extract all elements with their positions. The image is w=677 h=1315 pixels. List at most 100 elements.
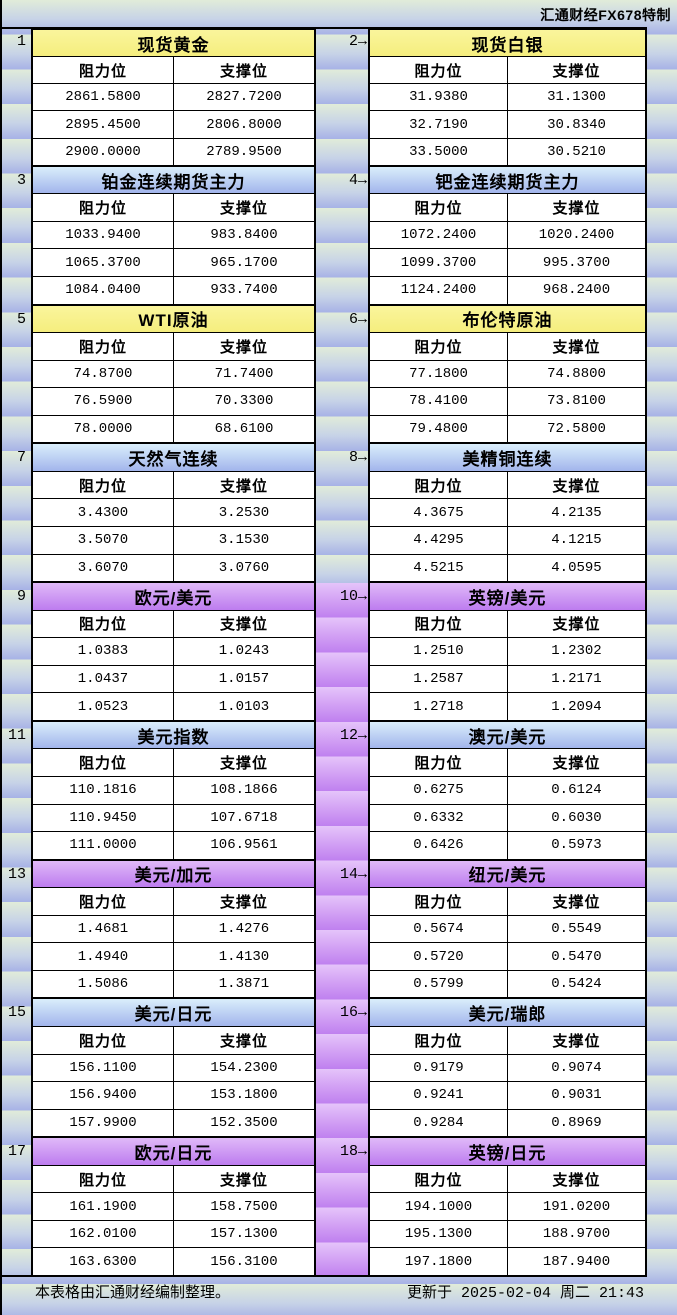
resistance-value: 4.3675 [370, 499, 507, 526]
support-value: 72.5800 [508, 415, 645, 443]
support-value: 0.5424 [508, 970, 645, 998]
panel-number-label: 1 [16, 33, 26, 50]
resistance-value: 163.6300 [33, 1248, 173, 1275]
resistance-value: 161.1900 [33, 1193, 173, 1220]
panel: 现货白银 阻力位 支撑位 31.9380 31.1300 32.7190 30.834… [368, 28, 647, 167]
support-header: 支撑位 [508, 57, 645, 84]
resistance-value: 110.9450 [33, 804, 173, 832]
resistance-header: 阻力位 [370, 1027, 507, 1054]
support-header: 支撑位 [508, 333, 645, 360]
resistance-header: 阻力位 [370, 471, 507, 499]
support-value: 68.6100 [174, 415, 314, 443]
resistance-value: 78.0000 [33, 415, 173, 443]
panel-title: 美精铜连续 [370, 444, 645, 471]
resistance-header: 阻力位 [370, 333, 507, 360]
panel-arrow-label: 8→ [348, 449, 367, 467]
panel: 欧元/日元 阻力位 支撑位 161.1900 158.7500 162.0100 15… [31, 1138, 316, 1277]
support-header: 支撑位 [174, 888, 314, 915]
support-header: 支撑位 [174, 1165, 314, 1193]
support-value: 0.6030 [508, 804, 645, 832]
resistance-value: 1.2718 [370, 693, 507, 720]
panel-arrow-label: 10→ [339, 588, 367, 606]
resistance-value: 197.1800 [370, 1248, 507, 1275]
resistance-value: 77.1800 [370, 360, 507, 388]
resistance-value: 1.2510 [370, 638, 507, 665]
support-value: 154.2300 [174, 1054, 314, 1082]
resistance-value: 0.6332 [370, 804, 507, 832]
resistance-value: 110.1816 [33, 776, 173, 804]
panel-title: 布伦特原油 [370, 305, 645, 333]
support-value: 4.1215 [508, 526, 645, 554]
resistance-value: 33.5000 [370, 138, 507, 165]
support-value: 1.2094 [508, 693, 645, 720]
resistance-header: 阻力位 [33, 1027, 173, 1054]
support-value: 0.9031 [508, 1082, 645, 1109]
panel: 美元/瑞郎 阻力位 支撑位 0.9179 0.9074 0.9241 0.9031 0.… [368, 999, 647, 1139]
resistance-value: 111.0000 [33, 832, 173, 859]
top-divider [2, 27, 647, 29]
resistance-value: 156.9400 [33, 1082, 173, 1109]
support-header: 支撑位 [174, 749, 314, 776]
panel-number-label: 13 [7, 865, 26, 883]
resistance-header: 阻力位 [33, 471, 173, 499]
support-value: 1.0157 [174, 665, 314, 693]
resistance-value: 3.4300 [33, 499, 173, 526]
resistance-header: 阻力位 [370, 57, 507, 84]
support-value: 188.9700 [508, 1220, 645, 1248]
resistance-value: 0.5674 [370, 915, 507, 943]
resistance-value: 1084.0400 [33, 276, 173, 304]
resistance-header: 阻力位 [33, 888, 173, 915]
resistance-value: 78.4100 [370, 388, 507, 415]
resistance-value: 1.2587 [370, 665, 507, 693]
support-header: 支撑位 [508, 1027, 645, 1054]
panel-number-label: 7 [16, 449, 26, 467]
panel-arrow-label: 16→ [339, 1004, 367, 1022]
support-value: 158.7500 [174, 1193, 314, 1220]
panel: 铂金连续期货主力 阻力位 支撑位 1033.9400 983.8400 1065.3… [31, 166, 316, 306]
resistance-header: 阻力位 [370, 1165, 507, 1193]
resistance-header: 阻力位 [33, 333, 173, 360]
panel-title: 欧元/日元 [33, 1138, 314, 1165]
panel-number-label: 9 [16, 588, 26, 606]
resistance-value: 2861.5800 [33, 84, 173, 111]
support-value: 1020.2400 [508, 221, 645, 249]
support-value: 191.0200 [508, 1193, 645, 1220]
support-value: 30.8340 [508, 111, 645, 138]
resistance-value: 1.4940 [33, 943, 173, 970]
resistance-value: 1124.2400 [370, 276, 507, 304]
panel: 英镑/美元 阻力位 支撑位 1.2510 1.2302 1.2587 1.2171 1.… [368, 583, 647, 722]
support-value: 4.0595 [508, 554, 645, 582]
support-value: 31.1300 [508, 84, 645, 111]
panel: 美元指数 阻力位 支撑位 110.1816 108.1866 110.9450 107… [31, 721, 316, 861]
panel: 英镑/日元 阻力位 支撑位 194.1000 191.0200 195.1300 18… [368, 1138, 647, 1277]
resistance-value: 76.5900 [33, 388, 173, 415]
app-title: 汇通财经FX678特制 [540, 7, 671, 23]
support-value: 153.1800 [174, 1082, 314, 1109]
panel: 天然气连续 阻力位 支撑位 3.4300 3.2530 3.5070 3.1530 3.… [31, 444, 316, 584]
left-black-strip [0, 0, 2, 1315]
support-value: 965.1700 [174, 249, 314, 276]
resistance-value: 157.9900 [33, 1109, 173, 1137]
support-header: 支撑位 [508, 194, 645, 221]
support-value: 3.1530 [174, 526, 314, 554]
support-value: 73.8100 [508, 388, 645, 415]
resistance-header: 阻力位 [370, 888, 507, 915]
support-value: 187.9400 [508, 1248, 645, 1275]
resistance-value: 74.8700 [33, 360, 173, 388]
support-value: 1.0103 [174, 693, 314, 720]
resistance-value: 1.0383 [33, 638, 173, 665]
support-value: 968.2400 [508, 276, 645, 304]
resistance-value: 3.5070 [33, 526, 173, 554]
resistance-header: 阻力位 [370, 194, 507, 221]
support-value: 1.0243 [174, 638, 314, 665]
support-value: 3.2530 [174, 499, 314, 526]
panel: 纽元/美元 阻力位 支撑位 0.5674 0.5549 0.5720 0.5470 0.… [368, 860, 647, 1000]
resistance-header: 阻力位 [33, 610, 173, 638]
support-value: 983.8400 [174, 221, 314, 249]
support-value: 152.3500 [174, 1109, 314, 1137]
resistance-value: 156.1100 [33, 1054, 173, 1082]
resistance-header: 阻力位 [370, 610, 507, 638]
panel-title: 现货黄金 [33, 30, 314, 57]
panel: 欧元/美元 阻力位 支撑位 1.0383 1.0243 1.0437 1.0157 1.… [31, 583, 316, 722]
resistance-header: 阻力位 [33, 194, 173, 221]
